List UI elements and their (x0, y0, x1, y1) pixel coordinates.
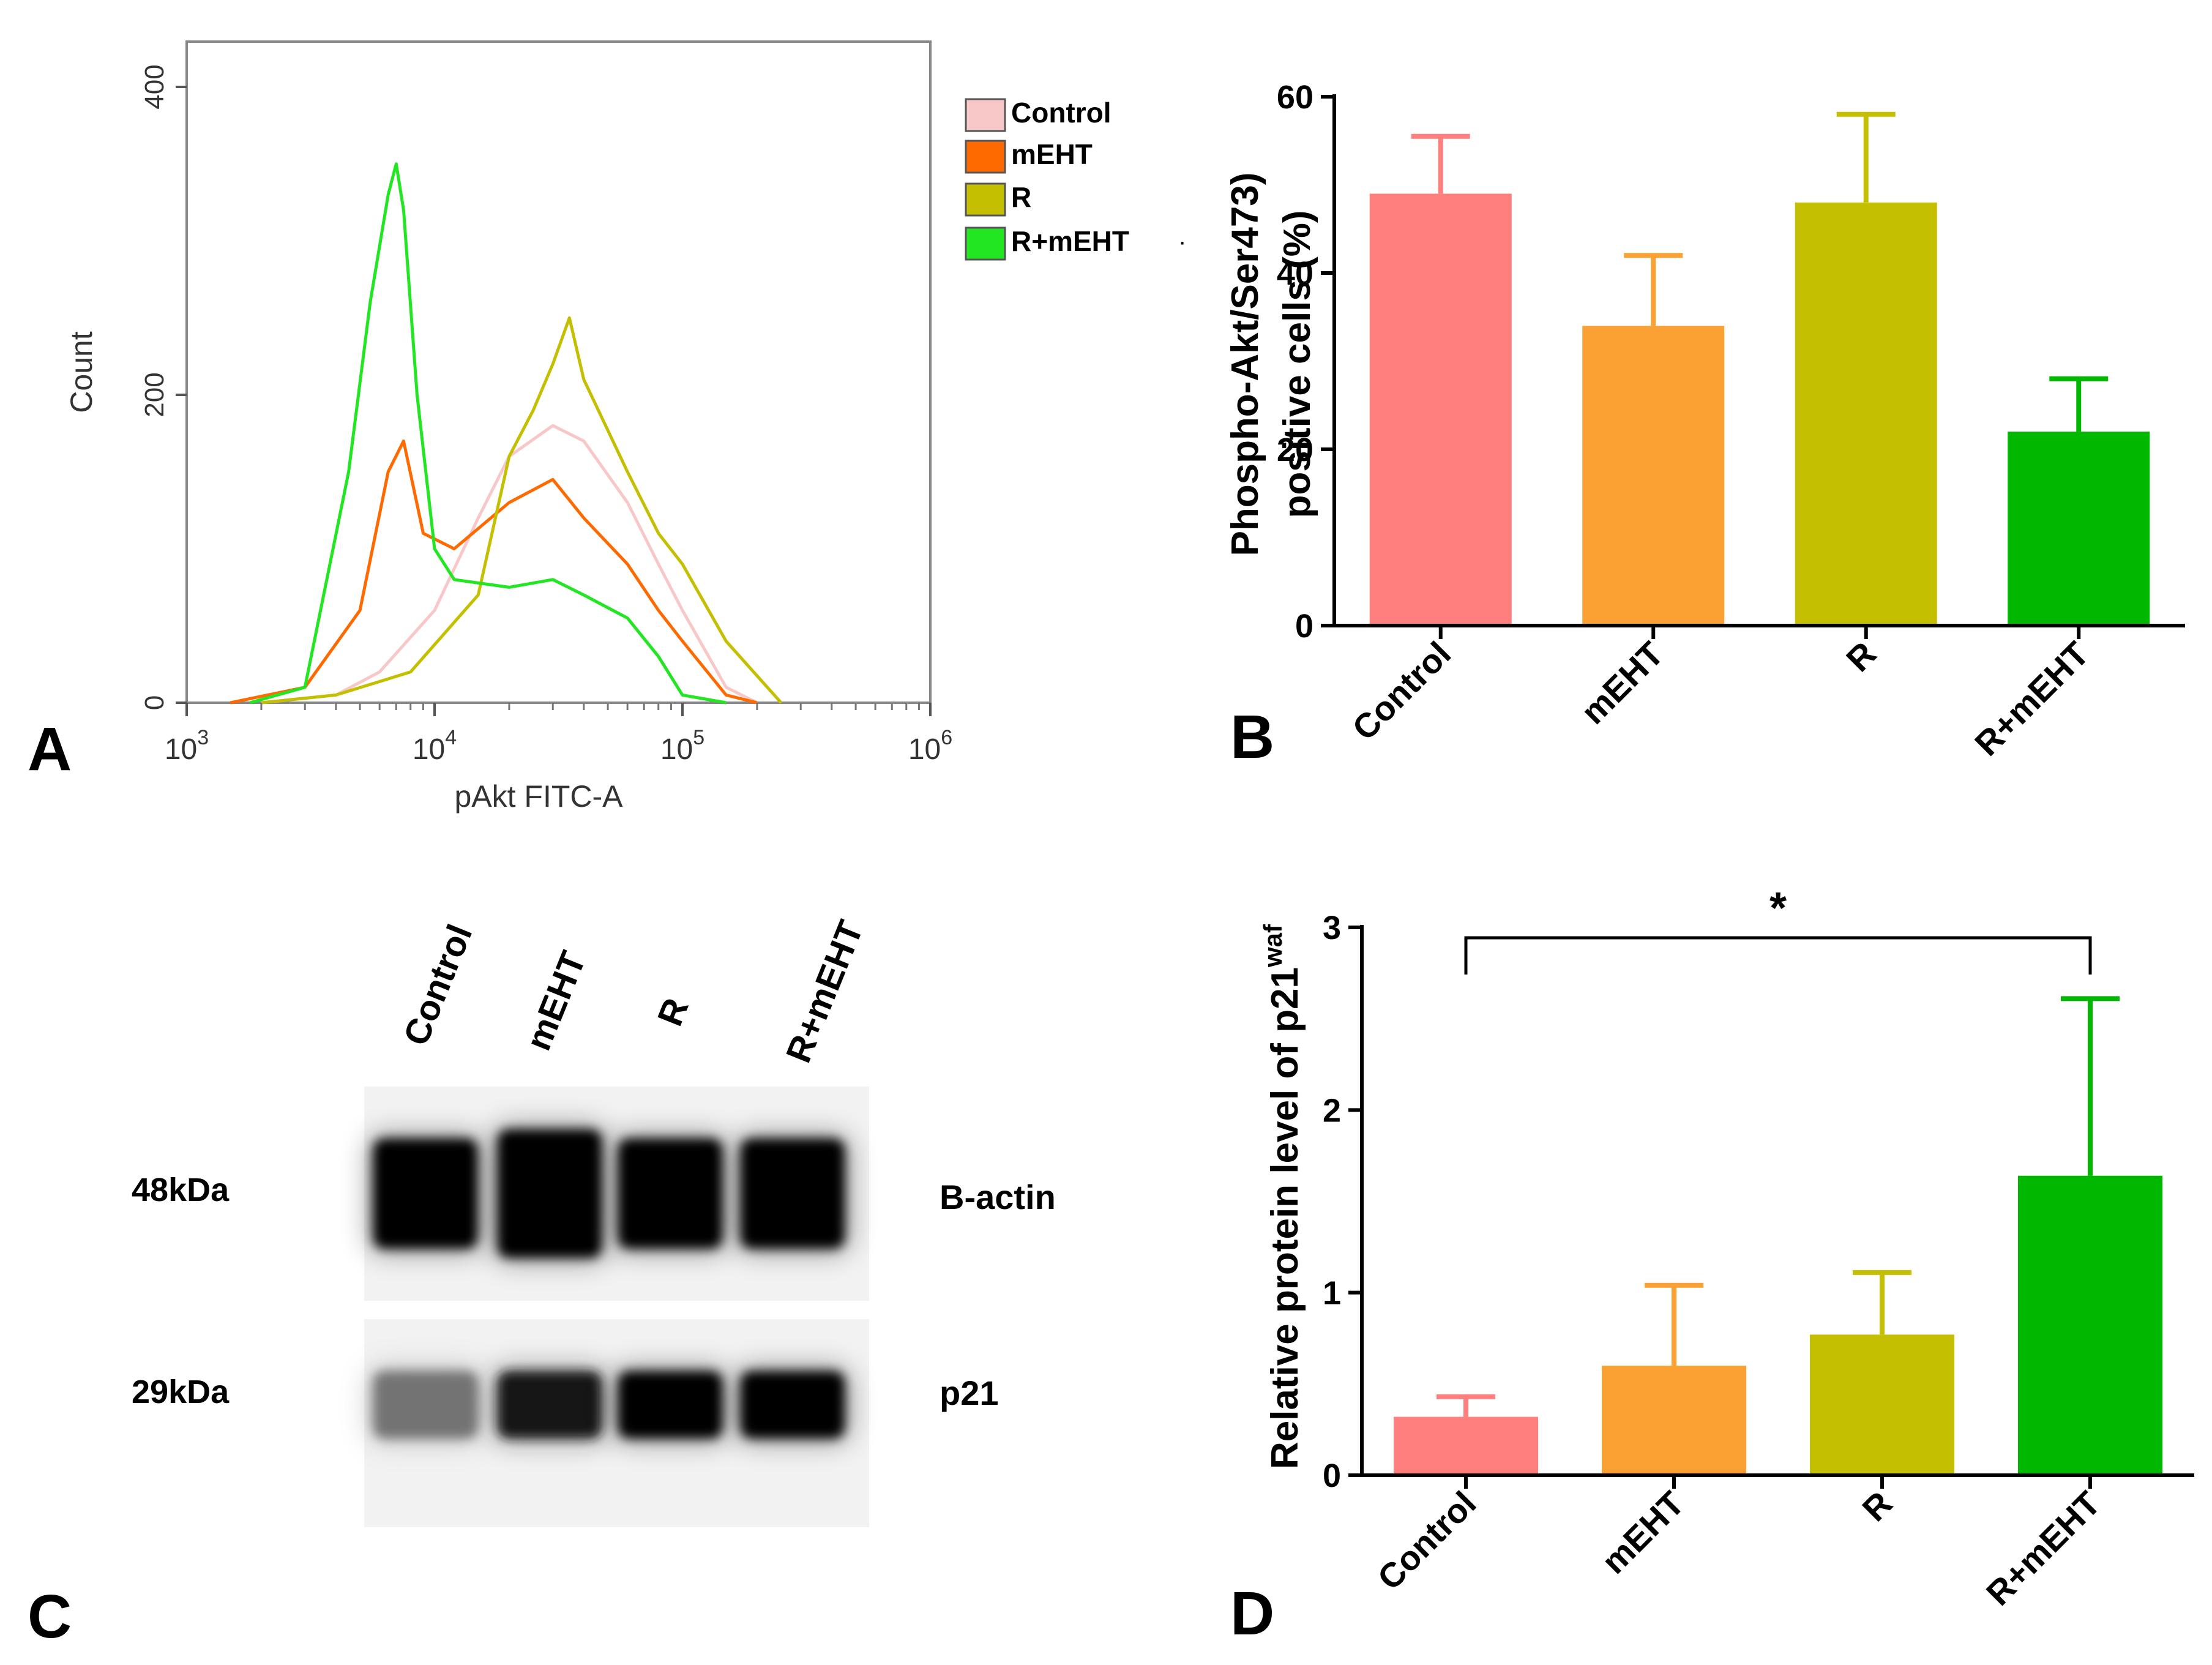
d-significance-group: * (1464, 884, 2092, 975)
blot-lane-label-control: Control (396, 919, 480, 1051)
b-y-tick-label: 0 (1295, 608, 1313, 645)
d-x-tick-label: mEHT (1594, 1484, 1692, 1581)
legend-label-RmEHT: R+mEHT (1011, 225, 1129, 257)
hist-x-axis-label: pAkt FITC-A (454, 779, 623, 814)
blot-band-B-actin-3 (741, 1139, 845, 1249)
b-bar-R (1795, 202, 1937, 626)
hist-line-RmEHT (249, 162, 727, 705)
hist-x-tick-exp: 4 (445, 726, 457, 749)
hist-series-group (230, 162, 783, 705)
d-x-tick-label: R+mEHT (1979, 1484, 2108, 1613)
d-significance-label: * (1769, 884, 1787, 933)
blot-band-p21-2 (618, 1371, 722, 1439)
panel-c: Control mEHT R R+mEHT 48kDa 29kDa B-acti… (28, 915, 1056, 1651)
b-bar-RmEHT (2008, 432, 2150, 626)
hist-x-tick-base: 10 (413, 733, 445, 766)
d-bar-R (1810, 1334, 1954, 1475)
hist-y-axis-label: Count (64, 331, 99, 413)
hist-x-tick-label: 103 (165, 726, 209, 766)
hist-plot-frame (185, 40, 932, 704)
blot-protein-bactin: B-actin (940, 1178, 1056, 1216)
blot-band-p21-0 (373, 1371, 477, 1439)
blot-lane-label-R: R (650, 993, 697, 1031)
hist-line-R (261, 316, 783, 705)
legend-swatch-control (965, 98, 1006, 132)
legend-swatch-mEHT (965, 140, 1006, 174)
blot-weight-48kda: 48kDa (132, 1172, 230, 1208)
blot-band-p21-1 (498, 1371, 602, 1439)
d-bars-group (1394, 996, 2162, 1475)
blot-lane-label-RmEHT: R+mEHT (779, 915, 871, 1068)
hist-x-tick-label: 104 (413, 726, 457, 766)
legend-label-R: R (1011, 181, 1031, 213)
d-y-axis-label: Relative protein level of p21waf (1258, 924, 1306, 1469)
b-y-tick-label: 20 (1277, 432, 1313, 468)
panel-letter-c: C (28, 1582, 72, 1651)
blot-band-B-actin-2 (618, 1139, 722, 1249)
hist-line-mEHT (230, 440, 758, 705)
d-y-tick-label: 3 (1323, 910, 1341, 946)
blot-band-B-actin-0 (373, 1139, 477, 1249)
b-x-tick-label: Control (1345, 634, 1458, 747)
b-bar-mEHT (1582, 326, 1725, 626)
b-y-axis-label-line1: Phospho-Akt/Ser473) (1224, 172, 1266, 556)
d-y-tick-label: 2 (1323, 1092, 1341, 1129)
blot-band-B-actin-1 (498, 1129, 602, 1258)
hist-x-axis: 103 104 105 106 (165, 703, 952, 766)
hist-y-tick-label: 0 (140, 695, 170, 710)
panel-letter-b: B (1230, 703, 1274, 771)
blot-gap (364, 1301, 869, 1319)
b-x-tick-label: R+mEHT (1967, 634, 2096, 763)
hist-x-tick-label: 106 (908, 726, 952, 766)
blot-band-p21-3 (741, 1371, 845, 1439)
blot-lane-label-mEHT: mEHT (518, 946, 594, 1056)
d-x-tick-label: R (1855, 1484, 1899, 1528)
b-x-tick-label: R (1839, 634, 1883, 679)
hist-x-tick-exp: 6 (941, 726, 952, 749)
hist-x-tick-label: 105 (660, 726, 704, 766)
hist-legend: Control mEHT R R+mEHT · (965, 97, 1186, 261)
stray-mark: · (1178, 228, 1186, 255)
b-y-axis-label-line2: positive cells (%) (1276, 210, 1318, 518)
d-significance-bracket (1464, 936, 2092, 975)
legend-label-mEHT: mEHT (1011, 138, 1093, 170)
panel-letter-d: D (1230, 1579, 1274, 1648)
hist-y-tick-label: 400 (140, 64, 170, 109)
d-bar-RmEHT (2018, 1175, 2162, 1475)
legend-swatch-R (965, 182, 1006, 217)
blot-bands-group (367, 1124, 851, 1443)
blot-protein-p21: p21 (940, 1374, 999, 1412)
d-x-tick-label: Control (1370, 1484, 1483, 1597)
hist-line-Control (261, 424, 758, 705)
hist-y-tick-label: 200 (140, 372, 170, 417)
d-y-tick-label: 0 (1323, 1457, 1341, 1494)
b-x-tick-label: mEHT (1574, 634, 1671, 731)
hist-x-tick-exp: 3 (197, 726, 209, 749)
panel-d: Control mEHT R R+mEHT 0 1 2 3 * Relative protei… (1230, 884, 2194, 1648)
d-y-tick-label: 1 (1323, 1275, 1341, 1312)
b-bar-Control (1369, 193, 1512, 626)
blot-weight-29kda: 29kDa (132, 1374, 230, 1410)
hist-y-axis: 0 200 400 (140, 64, 187, 710)
b-y-tick-label: 60 (1277, 79, 1313, 116)
d-bar-Control (1394, 1416, 1538, 1475)
legend-swatch-RmEHT (965, 226, 1006, 261)
b-y-tick-label: 40 (1277, 255, 1313, 292)
hist-x-tick-exp: 5 (693, 726, 704, 749)
d-bar-mEHT (1602, 1366, 1746, 1475)
d-y-axis-label-sup: waf (1258, 924, 1287, 968)
hist-x-tick-base: 10 (165, 733, 197, 766)
legend-label-control: Control (1011, 97, 1112, 129)
hist-x-tick-base: 10 (660, 733, 693, 766)
b-bars-group (1369, 111, 2150, 626)
hist-x-tick-base: 10 (908, 733, 941, 766)
panel-letter-a: A (28, 715, 72, 784)
panel-b: Control mEHT R R+mEHT 0 20 40 60 Phospho-Akt/Se… (1224, 79, 2185, 771)
d-y-axis-label-main: Relative protein level of p21 (1264, 967, 1306, 1469)
